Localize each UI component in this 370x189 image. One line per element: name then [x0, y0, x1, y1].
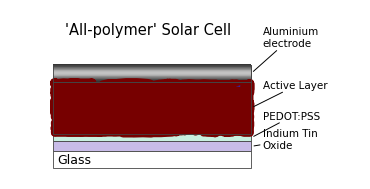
Bar: [53, 65, 251, 82]
Bar: [53, 66, 251, 67]
Bar: [53, 67, 251, 68]
Bar: [53, 141, 251, 151]
Bar: [53, 76, 251, 77]
Bar: [53, 78, 251, 79]
Bar: [53, 81, 251, 82]
Bar: [53, 74, 251, 75]
Bar: [53, 77, 251, 78]
Bar: [53, 151, 251, 168]
Text: Indium Tin
Oxide: Indium Tin Oxide: [254, 129, 317, 151]
Bar: [53, 75, 251, 76]
Bar: [53, 69, 251, 70]
Text: Aluminium
electrode: Aluminium electrode: [253, 27, 319, 71]
Bar: [53, 82, 251, 134]
Bar: [53, 65, 251, 66]
Bar: [53, 72, 251, 73]
Text: 'All-polymer' Solar Cell: 'All-polymer' Solar Cell: [65, 23, 231, 38]
Bar: [53, 82, 251, 134]
Bar: [53, 65, 251, 82]
Bar: [53, 64, 251, 65]
Bar: [53, 134, 251, 141]
Bar: [53, 73, 251, 74]
Text: PEDOT:PSS: PEDOT:PSS: [254, 112, 320, 136]
Bar: [53, 80, 251, 81]
Text: Active Layer: Active Layer: [254, 81, 327, 107]
Text: Glass: Glass: [58, 154, 92, 167]
Bar: [53, 70, 251, 71]
Bar: [53, 71, 251, 72]
Bar: [53, 68, 251, 69]
